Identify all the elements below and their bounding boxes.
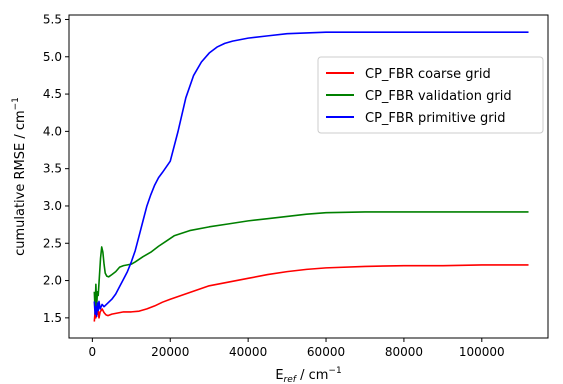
series-line-primitive bbox=[93, 31, 529, 318]
x-axis-label-exponent: −1 bbox=[328, 366, 341, 376]
y-tick-label: 4.5 bbox=[43, 87, 62, 101]
x-axis-label-main: E bbox=[275, 368, 283, 383]
y-tick-label: 5.0 bbox=[43, 50, 62, 64]
legend-label-coarse: CP_FBR coarse grid bbox=[365, 67, 491, 82]
legend-label-primitive: CP_FBR primitive grid bbox=[365, 111, 505, 126]
legend: CP_FBR coarse grid CP_FBR validation gri… bbox=[317, 56, 544, 134]
y-tick-label: 2.5 bbox=[43, 236, 62, 250]
x-axis-label-unit: / cm bbox=[296, 368, 328, 383]
legend-label-validation: CP_FBR validation grid bbox=[365, 89, 512, 104]
y-tick-label: 1.5 bbox=[43, 311, 62, 325]
y-axis-label-exponent: −1 bbox=[11, 97, 21, 110]
x-tick-label: 60000 bbox=[307, 345, 345, 359]
series-line-coarse bbox=[93, 264, 529, 322]
x-axis-label: Eref / cm−1 bbox=[275, 366, 341, 384]
y-axis-ticks: 1.5 2.0 2.5 3.0 3.5 4.0 4.5 5.0 5.5 bbox=[43, 12, 69, 325]
series-line-validation bbox=[93, 211, 529, 312]
x-axis-ticks: 0 20000 40000 60000 80000 100000 bbox=[89, 338, 505, 359]
legend-box bbox=[317, 56, 544, 134]
y-tick-label: 4.0 bbox=[43, 124, 62, 138]
x-tick-label: 100000 bbox=[459, 345, 505, 359]
x-tick-label: 20000 bbox=[151, 345, 189, 359]
y-tick-label: 3.5 bbox=[43, 162, 62, 176]
y-tick-label: 5.5 bbox=[43, 12, 62, 26]
y-tick-label: 3.0 bbox=[43, 199, 62, 213]
x-tick-label: 0 bbox=[89, 345, 97, 359]
x-tick-label: 80000 bbox=[385, 345, 423, 359]
y-axis-label: cumulative RMSE / cm−1 bbox=[11, 97, 28, 256]
x-tick-label: 40000 bbox=[229, 345, 267, 359]
plot-lines bbox=[93, 31, 529, 322]
x-axis-label-subscript: ref bbox=[284, 375, 298, 384]
y-tick-label: 2.0 bbox=[43, 274, 62, 288]
plot-frame bbox=[68, 14, 549, 339]
y-axis-label-main: cumulative RMSE / cm bbox=[13, 110, 28, 256]
